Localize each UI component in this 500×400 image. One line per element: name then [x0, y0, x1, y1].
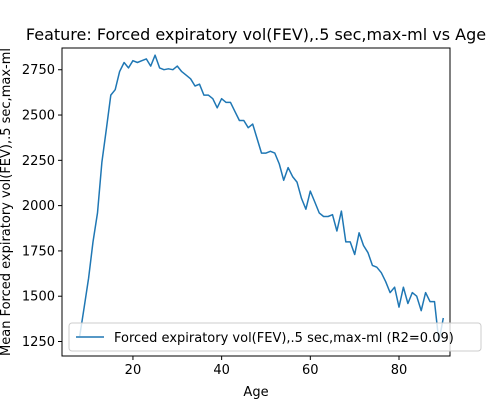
legend-box — [68, 322, 482, 352]
y-tick-label: 2750 — [22, 63, 55, 78]
x-tick-label: 20 — [125, 363, 142, 378]
x-axis-label: Age — [243, 385, 268, 400]
y-tick-label: 1250 — [22, 335, 55, 350]
chart-title: Feature: Forced expiratory vol(FEV),.5 s… — [26, 25, 486, 44]
x-tick-label: 80 — [391, 363, 408, 378]
plot-area — [61, 47, 451, 357]
x-tick-label: 60 — [302, 363, 319, 378]
y-axis-ticks: 1250 1500 1750 2000 2250 2500 2750 — [22, 63, 62, 350]
y-tick-label: 1750 — [22, 244, 55, 259]
y-tick-label: 2500 — [22, 109, 55, 124]
legend-label: Forced expiratory vol(FEV),.5 sec,max-ml… — [114, 331, 454, 346]
y-axis-label: Mean Forced expiratory vol(FEV),.5 sec,m… — [0, 48, 14, 356]
series-layer — [78, 54, 445, 343]
x-axis-ticks: 20 40 60 80 — [125, 356, 408, 378]
y-tick-label: 1500 — [22, 290, 55, 305]
y-tick-label: 2250 — [22, 154, 55, 169]
series-line — [78, 54, 445, 343]
y-tick-label: 2000 — [22, 199, 55, 214]
x-tick-label: 40 — [213, 363, 230, 378]
legend: Forced expiratory vol(FEV),.5 sec,max-ml… — [68, 322, 482, 352]
